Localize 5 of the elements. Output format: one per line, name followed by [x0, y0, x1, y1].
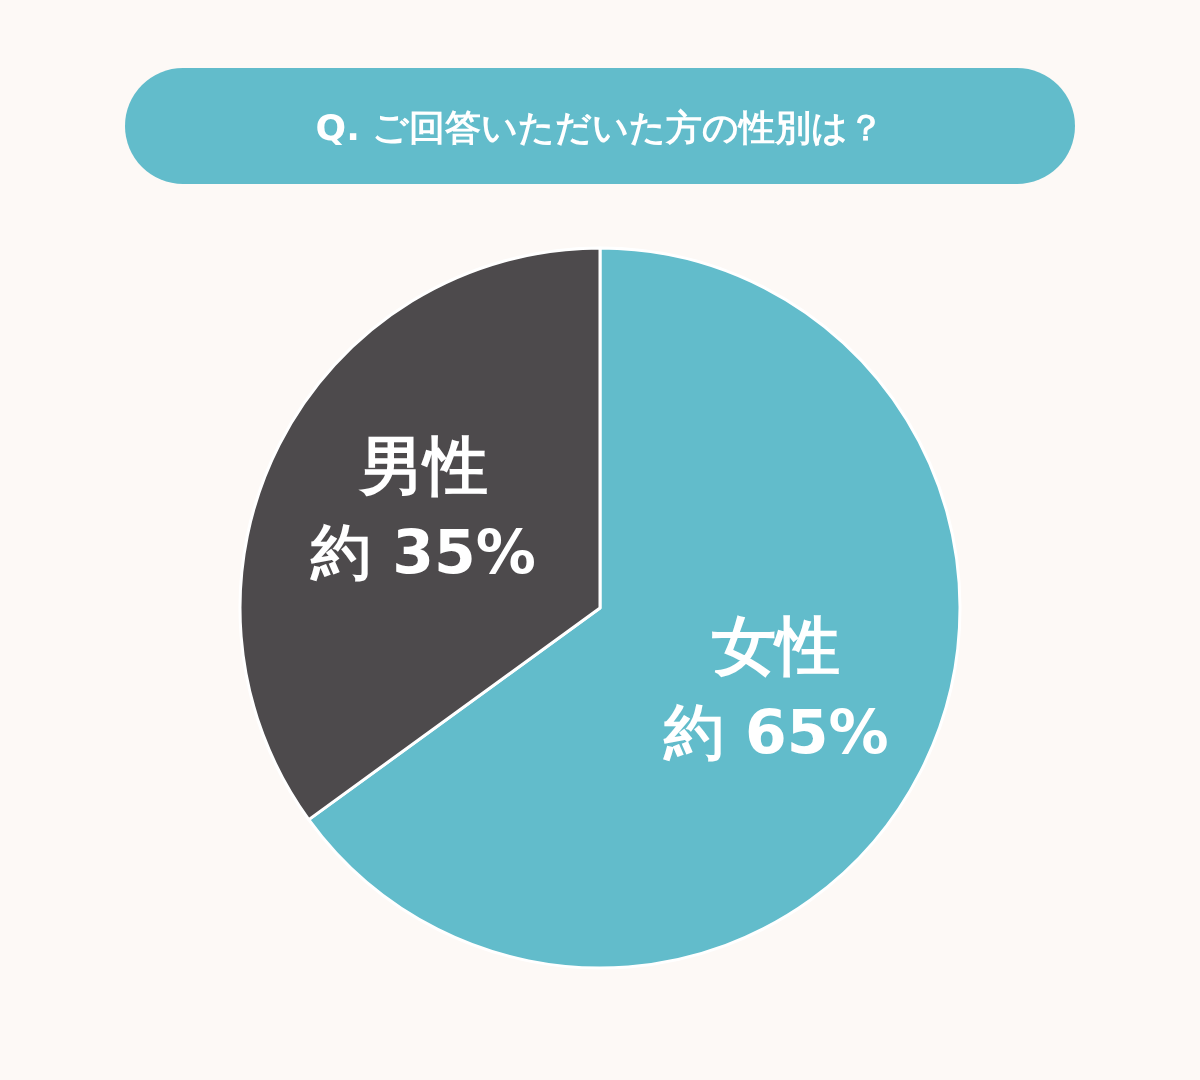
chart-title: Q. ご回答いただいた方の性別は？ [315, 107, 885, 148]
data-label: 約 35% [310, 517, 536, 588]
slice-label: 女性 [712, 608, 841, 683]
slice-label: 男性 [357, 429, 488, 504]
data-label: 約 65% [663, 696, 889, 767]
